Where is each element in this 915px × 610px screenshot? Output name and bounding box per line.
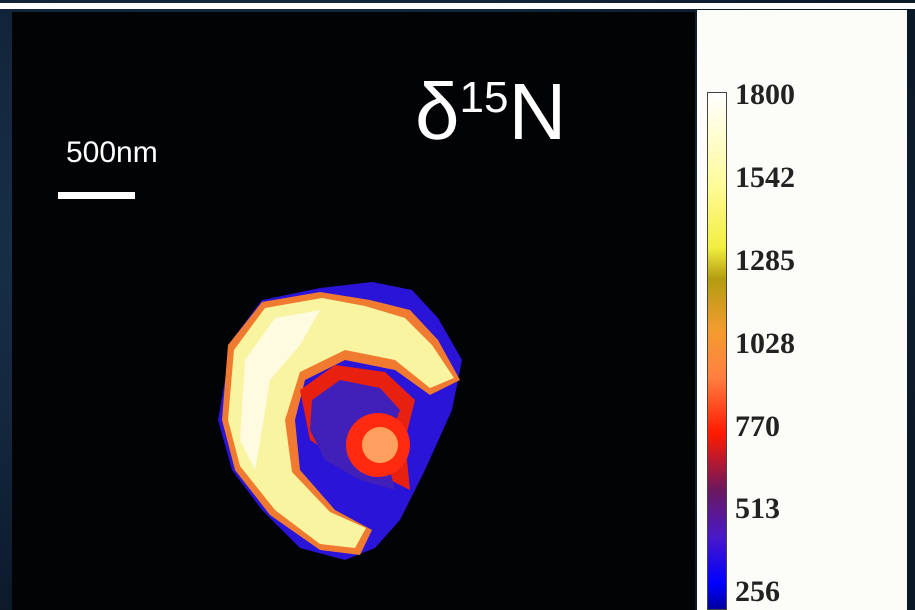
colorbar-tick: 1542 xyxy=(735,161,795,195)
colorbar-tick: 1800 xyxy=(735,78,795,112)
colorbar-tick: 513 xyxy=(735,492,780,526)
screenshot: δ15N 500nm 1800 1542 1285 1028 770 513 256 xyxy=(0,0,915,610)
isotope: 15 xyxy=(460,73,509,122)
symbol: δ xyxy=(415,67,460,156)
hotspot-core xyxy=(362,427,398,463)
colorbar xyxy=(707,92,727,610)
scale-bar-label: 500nm xyxy=(66,136,158,170)
colorbar-panel xyxy=(697,10,907,610)
colorbar-tick: 770 xyxy=(735,410,780,444)
colorbar-tick: 256 xyxy=(735,575,780,609)
colorbar-tick: 1285 xyxy=(735,244,795,278)
element: N xyxy=(508,67,566,156)
isotope-label: δ15N xyxy=(415,72,566,152)
scale-bar xyxy=(58,192,135,199)
colorbar-tick: 1028 xyxy=(735,327,795,361)
